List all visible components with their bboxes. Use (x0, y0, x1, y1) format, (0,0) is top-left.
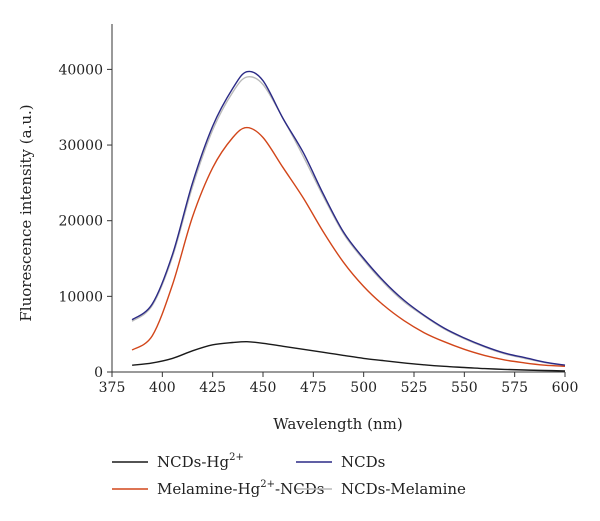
x-tick-label: 525 (401, 380, 428, 396)
y-axis-title: Fluorescence intensity (a.u.) (17, 104, 35, 321)
series-line-0 (132, 340, 566, 372)
plot-area (111, 24, 565, 373)
y-tick-label: 10000 (58, 289, 103, 305)
legend-label: NCDs-Hg2+ (157, 452, 244, 471)
series-lines (131, 70, 566, 372)
y-tick-label: 20000 (58, 214, 103, 230)
legend-label: NCDs-Melamine (341, 480, 466, 498)
series-line-3 (131, 75, 566, 367)
x-axis-title: Wavelength (nm) (273, 415, 402, 433)
axis-ticks: 375 400 425 450 475 500 525 550 575 600 0 10000 2000… (58, 62, 578, 396)
series-line-1 (131, 70, 566, 366)
legend-item-1: NCDs (296, 453, 385, 471)
legend: NCDs-Hg2+ Melamine-Hg2+-NCDs NCDs NCDs-Mela… (112, 452, 466, 498)
x-tick-label: 400 (149, 380, 176, 396)
x-tick-label: 575 (501, 380, 528, 396)
series-line-2 (131, 126, 566, 367)
x-tick-label: 425 (199, 380, 226, 396)
x-tick-label: 450 (250, 380, 277, 396)
y-tick-label: 0 (94, 365, 103, 381)
x-tick-label: 600 (552, 380, 579, 396)
y-tick-label: 30000 (58, 138, 103, 154)
x-tick-label: 375 (99, 380, 126, 396)
x-tick-label: 475 (300, 380, 327, 396)
x-tick-label: 550 (451, 380, 478, 396)
legend-label: NCDs (341, 453, 385, 471)
legend-item-0: NCDs-Hg2+ (112, 452, 244, 471)
y-tick-label: 40000 (58, 62, 103, 78)
x-tick-label: 500 (350, 380, 377, 396)
legend-item-2: Melamine-Hg2+-NCDs (112, 479, 324, 498)
legend-item-3: NCDs-Melamine (296, 480, 466, 498)
